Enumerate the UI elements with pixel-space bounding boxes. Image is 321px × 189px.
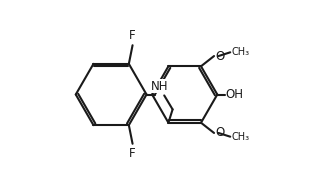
Text: NH: NH: [151, 80, 168, 93]
Text: O: O: [215, 50, 224, 63]
Text: O: O: [215, 126, 224, 139]
Text: F: F: [129, 146, 136, 160]
Text: F: F: [129, 29, 136, 43]
Text: OH: OH: [226, 88, 244, 101]
Text: CH₃: CH₃: [231, 132, 249, 142]
Text: CH₃: CH₃: [231, 47, 249, 57]
